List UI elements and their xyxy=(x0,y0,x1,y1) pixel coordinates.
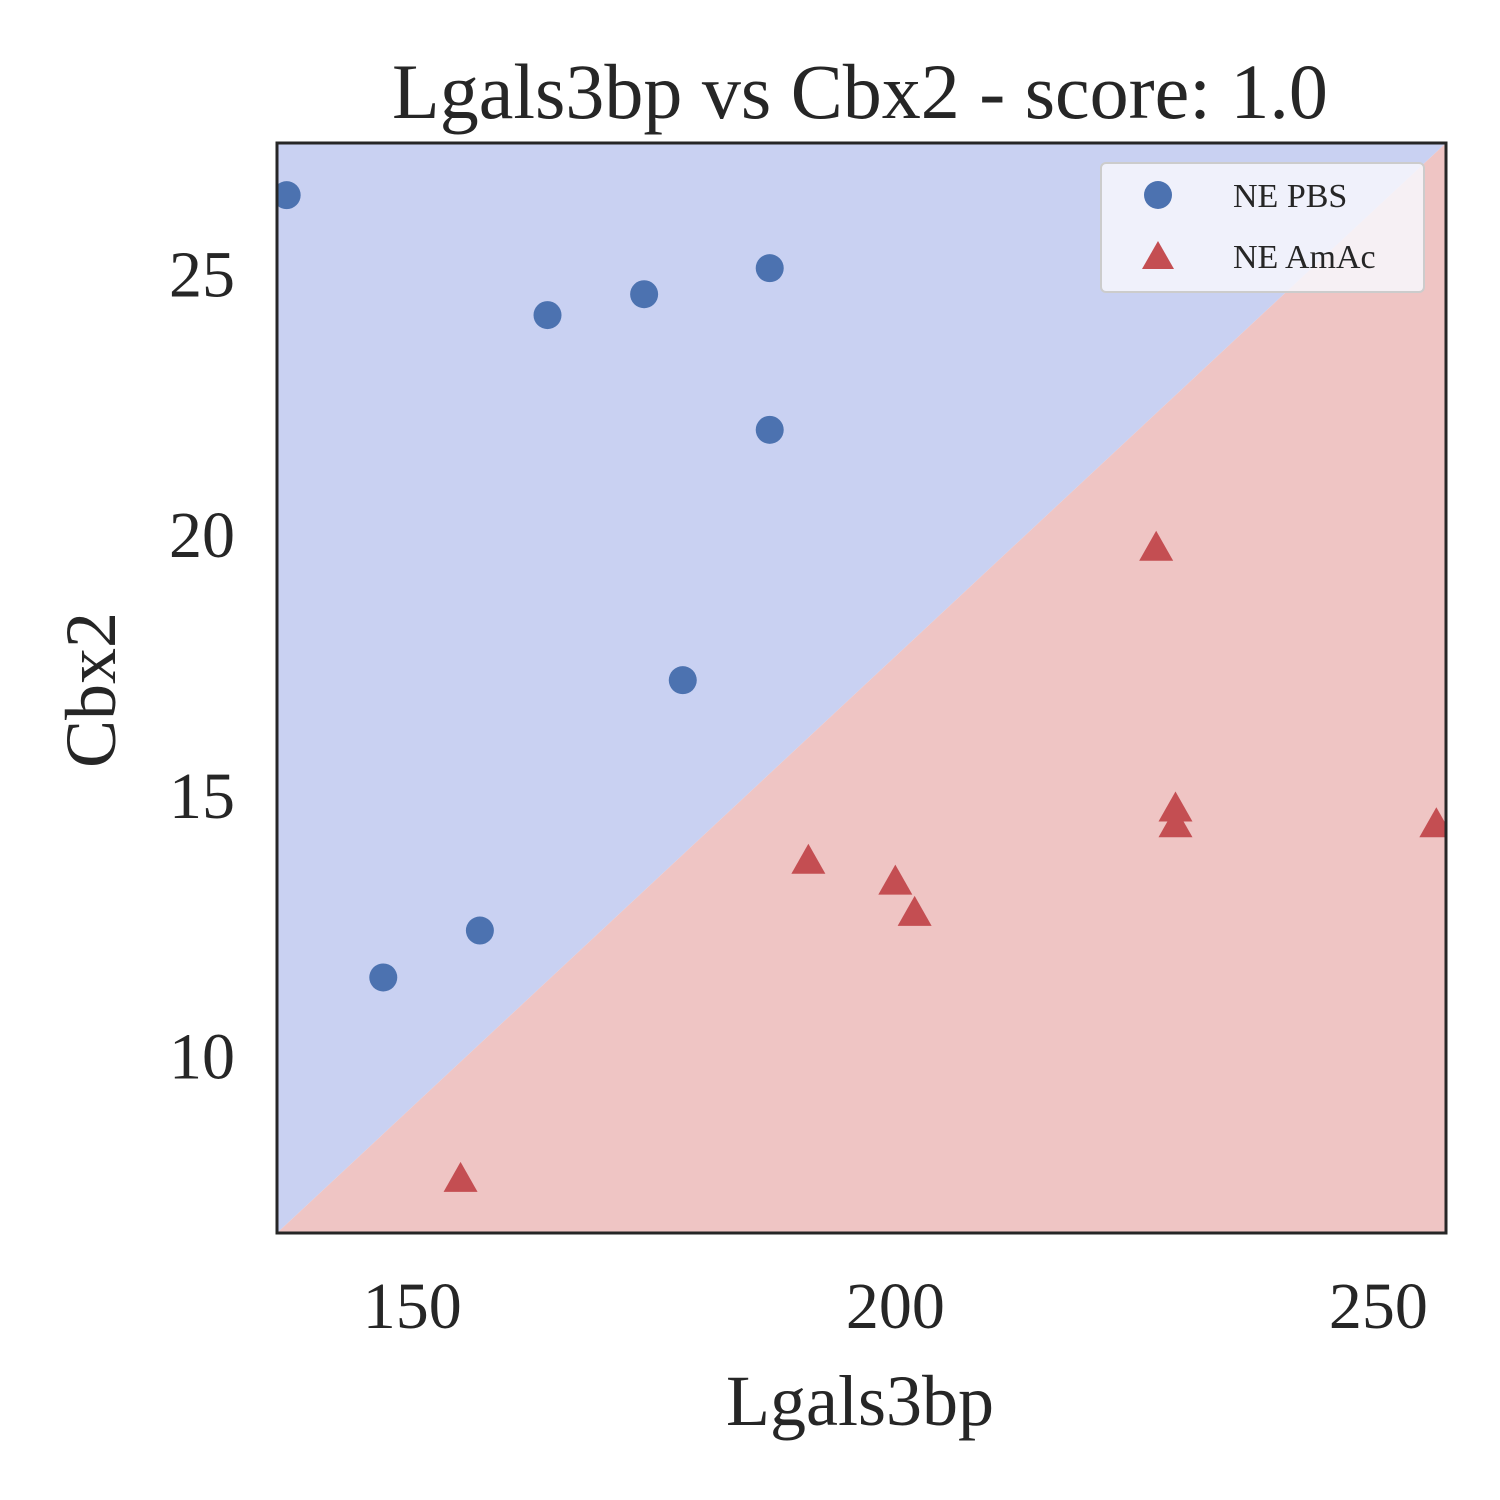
point-ne-amac-3 xyxy=(878,864,913,895)
point-ne-amac-5 xyxy=(1139,530,1174,561)
x-tick-label-150: 150 xyxy=(363,1270,462,1343)
point-ne-pbs-1 xyxy=(277,181,301,210)
point-ne-amac-4 xyxy=(897,895,932,926)
point-ne-pbs-4 xyxy=(533,301,562,330)
point-ne-pbs-8 xyxy=(755,415,784,444)
legend-marker-ne-amac xyxy=(1142,241,1174,269)
legend-box xyxy=(1100,162,1425,293)
x-tick-label-200: 200 xyxy=(846,1270,945,1343)
legend-marker-ne-pbs xyxy=(1144,181,1172,209)
point-ne-pbs-3 xyxy=(465,916,494,945)
point-ne-amac-8 xyxy=(1419,807,1446,838)
point-ne-amac-1 xyxy=(443,1161,478,1192)
y-axis-label: Cbx2 xyxy=(51,612,131,768)
decision-region-ne-amac xyxy=(277,143,1446,1233)
plot-frame xyxy=(275,141,1448,1235)
legend: NE PBS NE AmAc xyxy=(1100,162,1425,293)
point-ne-amac-6 xyxy=(1158,807,1193,838)
data-points xyxy=(277,181,1446,1192)
point-ne-pbs-7 xyxy=(755,254,784,283)
x-tick-label-250: 250 xyxy=(1329,1270,1428,1343)
point-ne-amac-7 xyxy=(1158,791,1193,822)
point-ne-pbs-6 xyxy=(668,666,697,695)
point-ne-pbs-5 xyxy=(630,280,659,309)
plot-area xyxy=(277,143,1446,1233)
legend-label-ne-pbs: NE PBS xyxy=(1233,178,1347,215)
y-tick-label-20: 20 xyxy=(169,499,235,572)
chart-title: Lgals3bp vs Cbx2 - score: 1.0 xyxy=(392,48,1328,135)
point-ne-amac-2 xyxy=(791,843,826,874)
y-tick-label-15: 15 xyxy=(169,760,235,833)
y-tick-label-25: 25 xyxy=(169,238,235,311)
y-axis-ticks: 10 15 20 25 xyxy=(169,238,235,1093)
point-ne-pbs-2 xyxy=(369,963,398,992)
y-tick-label-10: 10 xyxy=(169,1021,235,1094)
x-axis-ticks: 150 200 250 xyxy=(363,1270,1428,1343)
legend-label-ne-amac: NE AmAc xyxy=(1233,239,1376,276)
x-axis-label: Lgals3bp xyxy=(726,1361,994,1441)
